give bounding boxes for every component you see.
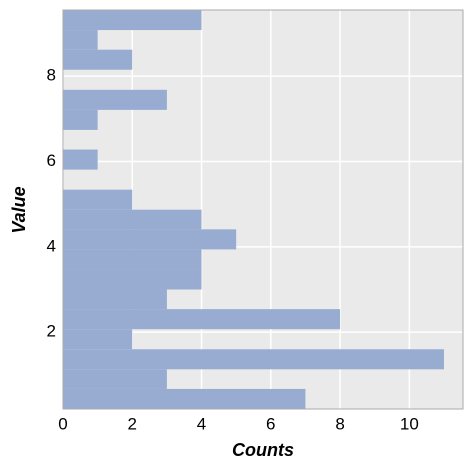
- bar: [63, 269, 202, 290]
- bar: [63, 109, 98, 130]
- bar: [63, 10, 202, 31]
- bar: [63, 249, 202, 270]
- y-tick-label: 8: [47, 66, 56, 85]
- y-tick-label: 4: [47, 236, 56, 255]
- bar: [63, 369, 167, 389]
- bar: [63, 30, 98, 50]
- bar: [63, 209, 202, 230]
- y-tick-label: 6: [47, 151, 56, 170]
- plot-frame: [62, 9, 464, 410]
- x-axis-label: Counts: [232, 440, 294, 460]
- x-tick-label: 6: [266, 414, 275, 433]
- bar: [63, 309, 341, 330]
- bar: [63, 289, 167, 310]
- bar: [63, 329, 133, 350]
- x-tick-label: 0: [58, 414, 67, 433]
- x-tick-label: 10: [400, 414, 419, 433]
- y-axis-label: Value: [9, 186, 29, 233]
- bar: [63, 388, 306, 409]
- bar: [63, 149, 98, 170]
- bar: [63, 89, 167, 110]
- x-tick-label: 2: [128, 414, 137, 433]
- bar: [63, 189, 133, 210]
- bar: [63, 229, 237, 250]
- x-tick-label: 8: [335, 414, 344, 433]
- x-tick-label: 4: [197, 414, 206, 433]
- y-tick-label: 2: [47, 322, 56, 341]
- bar: [63, 349, 444, 370]
- bar: [63, 49, 133, 70]
